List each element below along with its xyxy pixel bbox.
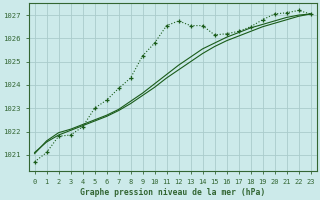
X-axis label: Graphe pression niveau de la mer (hPa): Graphe pression niveau de la mer (hPa)	[80, 188, 265, 197]
